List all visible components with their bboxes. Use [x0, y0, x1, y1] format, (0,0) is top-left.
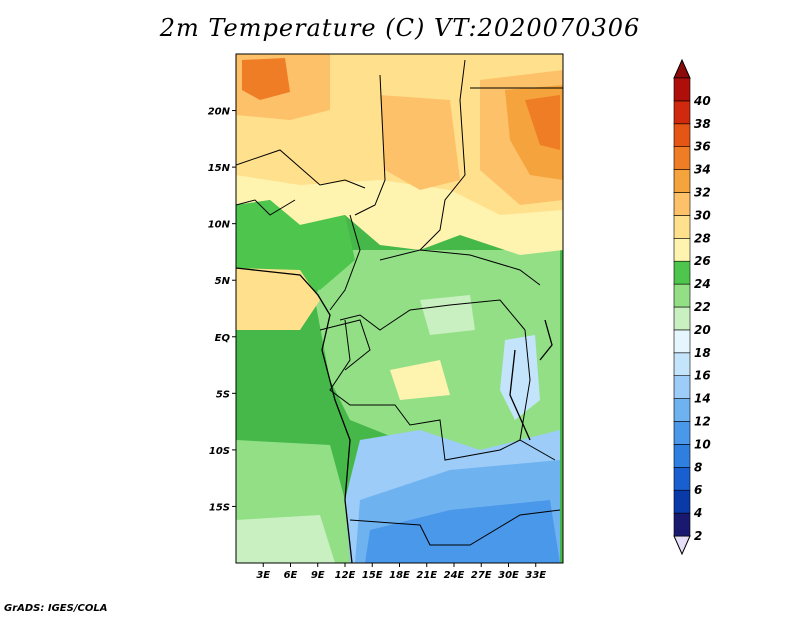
lat-tick-label: 5N	[215, 276, 231, 287]
colorbar-swatch	[673, 238, 691, 262]
colorbar-swatch	[673, 489, 691, 514]
colorbar-swatch	[673, 466, 691, 491]
field-westcoast-green	[236, 200, 355, 290]
colorbar-swatch	[673, 375, 691, 399]
field-gulf-warm	[236, 268, 320, 330]
longitude-axis: 3E 6E 9E 12E 15E 18E 21E 24E 27E 30E 33E	[256, 563, 546, 581]
coastline-westafrica	[236, 267, 353, 563]
colorbar-label: 24	[694, 277, 711, 291]
lat-tick-label: 20N	[208, 107, 231, 118]
colorbar-over-triangle	[673, 58, 691, 79]
lon-tick-label: 24E	[444, 570, 465, 581]
border-gabon	[319, 319, 371, 371]
border-car	[379, 249, 541, 286]
border-chad-sudan	[419, 59, 466, 251]
lat-tick-label: 15S	[209, 502, 230, 513]
lat-tick-label: 15N	[208, 163, 231, 174]
field-congo-basin	[315, 250, 560, 455]
colorbar-swatch	[673, 123, 691, 148]
colorbar-swatch	[673, 398, 691, 422]
colorbar-label: 20	[694, 323, 711, 337]
colorbar-swatch	[673, 169, 691, 193]
field-sudan-hottest	[525, 95, 560, 150]
lat-tick-label: 5S	[216, 389, 230, 400]
lon-tick-label: 15E	[362, 570, 383, 581]
coastlines	[236, 267, 553, 563]
colorbar-label: 30	[694, 208, 711, 222]
lon-tick-label: 18E	[389, 570, 410, 581]
lon-tick-label: 6E	[284, 570, 298, 581]
colorbar-swatch	[673, 352, 691, 376]
lon-tick-label: 3E	[256, 570, 270, 581]
border-westafrica-coast	[236, 199, 296, 216]
border-niger-chad	[354, 74, 386, 216]
colorbar-swatch	[673, 260, 691, 285]
colorbar-label: 32	[694, 186, 711, 200]
colorbar-label: 2	[694, 529, 702, 543]
colorbar-label: 34	[694, 163, 711, 177]
colorbar-swatch	[673, 512, 691, 537]
field-congo-patch1	[390, 360, 450, 400]
colorbar-swatch	[673, 306, 691, 331]
colorbar-swatch	[673, 444, 691, 468]
field-southwest-pale	[236, 515, 335, 563]
colorbar-label: 38	[694, 117, 711, 131]
colorbar-swatch	[673, 421, 691, 445]
country-borders	[236, 59, 563, 546]
colorbar-label: 12	[694, 415, 711, 429]
lat-tick-label: 10S	[209, 446, 230, 457]
field-east-highlands	[500, 335, 540, 420]
field-nw-hottest	[242, 58, 290, 100]
border-east-lakes	[519, 329, 556, 461]
colorbar-label: 40	[693, 94, 711, 108]
plot-title: 2m Temperature (C) VT:2020070306	[159, 14, 641, 42]
colorbar-label: 36	[694, 140, 711, 154]
colorbar-swatch	[673, 146, 691, 170]
colorbar-label: 18	[694, 346, 711, 360]
border-sahel-west	[236, 149, 366, 189]
colorbar-label: 8	[694, 460, 702, 474]
colorbar-label: 22	[694, 300, 711, 314]
lat-tick-label: EQ	[215, 333, 231, 344]
colorbar-swatch	[673, 192, 691, 216]
border-angola-south	[349, 509, 561, 546]
field-south-coldest	[365, 500, 560, 563]
colorbar-label: 14	[694, 392, 711, 406]
colorbar-label: 4	[693, 506, 702, 520]
temperature-field	[236, 54, 563, 563]
colorbar-under-triangle	[673, 535, 691, 556]
lon-tick-label: 21E	[416, 570, 437, 581]
lon-tick-label: 30E	[498, 570, 519, 581]
field-congo-patch2	[420, 295, 475, 335]
grads-credit: GrADS: IGES/COLA	[4, 603, 108, 614]
colorbar-swatch	[673, 283, 691, 308]
colorbar-label: 6	[694, 483, 702, 497]
colorbar-swatch	[673, 77, 691, 102]
colorbar-swatch	[673, 215, 691, 239]
border-drc-west	[329, 319, 521, 461]
field-chad-hot	[380, 95, 460, 190]
coastline-east-lakes	[509, 319, 553, 441]
lon-tick-label: 27E	[471, 570, 492, 581]
colorbar-swatch	[673, 100, 691, 125]
lon-tick-label: 9E	[311, 570, 325, 581]
colorbar-label: 16	[694, 369, 711, 383]
border-nigeria-cameroon	[329, 214, 361, 311]
lat-tick-label: 10N	[208, 220, 231, 231]
lon-tick-label: 12E	[335, 570, 356, 581]
lon-tick-label: 33E	[525, 570, 546, 581]
latitude-axis: 20N 15N 10N 5N EQ 5S 10S 15S	[208, 107, 236, 513]
colorbar-label: 10	[694, 437, 711, 451]
colorbar-label: 28	[694, 231, 711, 245]
border-congo-basin	[339, 299, 526, 331]
colorbar-label: 26	[694, 254, 711, 268]
colorbar-swatch	[673, 329, 691, 354]
